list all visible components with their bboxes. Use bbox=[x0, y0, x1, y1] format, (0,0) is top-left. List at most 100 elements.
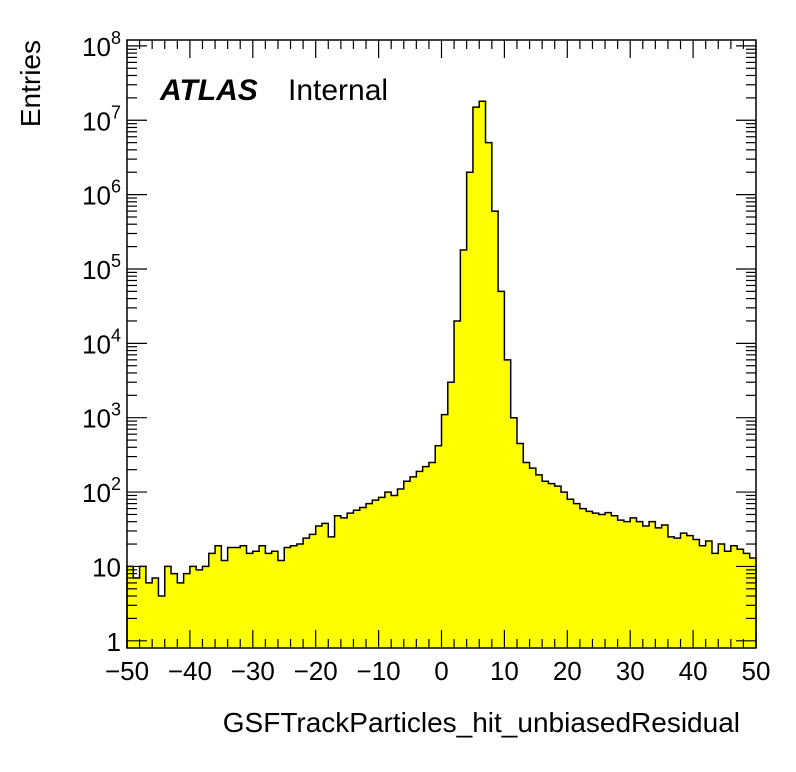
histogram-bin bbox=[548, 483, 556, 648]
x-tick-labels: −50 −40 −30 −20 −10 0 10 20 30 40 50 bbox=[105, 656, 771, 686]
histogram-bin bbox=[158, 596, 166, 648]
x-tick-label: 50 bbox=[742, 656, 771, 686]
internal-label: Internal bbox=[288, 74, 388, 107]
histogram-bin bbox=[133, 577, 141, 648]
histogram-bin bbox=[171, 573, 178, 648]
histogram-bin bbox=[667, 536, 675, 648]
histogram-bin bbox=[378, 497, 386, 648]
histogram-bin bbox=[674, 538, 682, 648]
histogram-bin bbox=[535, 474, 543, 648]
y-tick-label: 1 bbox=[107, 627, 121, 657]
histogram-bin bbox=[353, 510, 361, 648]
histogram-bin bbox=[617, 520, 625, 648]
histogram-bin bbox=[221, 560, 229, 648]
y-tick-label: 107 bbox=[82, 102, 121, 136]
histogram-bin bbox=[743, 553, 751, 648]
histogram-bin bbox=[504, 359, 512, 648]
x-tick-label: −40 bbox=[168, 656, 212, 686]
histogram-bin bbox=[649, 521, 656, 648]
histogram-bin bbox=[699, 545, 707, 648]
histogram-bin bbox=[164, 566, 172, 648]
histogram-bin bbox=[347, 513, 354, 648]
histogram-bin bbox=[737, 549, 744, 648]
histogram-bin bbox=[366, 503, 373, 648]
histogram-bin bbox=[598, 514, 606, 648]
histogram-bin bbox=[680, 533, 688, 648]
histogram-bin bbox=[340, 517, 348, 648]
histogram-bin bbox=[403, 481, 411, 648]
histogram-outline bbox=[126, 100, 757, 648]
histogram-bin bbox=[246, 553, 254, 648]
histogram-bin bbox=[623, 521, 631, 648]
histogram-bin bbox=[284, 547, 292, 648]
histogram-bin bbox=[208, 553, 216, 648]
y-tick-label: 103 bbox=[82, 400, 121, 434]
histogram-bin bbox=[630, 517, 637, 648]
histogram-bin bbox=[183, 573, 191, 648]
x-tick-label: −50 bbox=[105, 656, 149, 686]
histogram-bin bbox=[384, 492, 392, 648]
histogram-bin bbox=[277, 560, 285, 648]
histogram-bin bbox=[573, 503, 581, 648]
y-tick-label: 106 bbox=[82, 177, 121, 211]
histogram-bin bbox=[693, 539, 700, 648]
histogram-bin bbox=[139, 566, 147, 648]
histogram-bin bbox=[397, 488, 405, 648]
histogram-bin bbox=[265, 553, 273, 648]
x-tick-label: 20 bbox=[553, 656, 582, 686]
histogram-bin bbox=[372, 500, 380, 648]
histogram-bin bbox=[233, 547, 241, 648]
histogram-bin bbox=[485, 142, 493, 648]
histogram-bin bbox=[498, 291, 505, 648]
histogram-bin bbox=[441, 414, 449, 648]
histogram-bin bbox=[472, 107, 480, 649]
histogram-bin bbox=[642, 525, 650, 648]
histogram-bin bbox=[542, 481, 549, 648]
histogram-bin bbox=[655, 527, 663, 648]
histogram-bin bbox=[730, 545, 738, 648]
histogram-bin bbox=[661, 525, 669, 648]
histogram-bin bbox=[328, 536, 336, 648]
histogram-bin bbox=[334, 515, 342, 648]
histogram-bin bbox=[454, 320, 461, 648]
histogram-bin bbox=[259, 545, 266, 648]
y-tick-label: 108 bbox=[82, 28, 121, 62]
histogram-bin bbox=[410, 476, 417, 648]
histogram-bin bbox=[215, 545, 222, 648]
y-tick-label: 105 bbox=[82, 251, 121, 285]
histogram-bin bbox=[711, 553, 719, 648]
histogram-bars bbox=[127, 101, 757, 649]
histogram-bin bbox=[303, 538, 310, 648]
histogram-bin bbox=[567, 499, 575, 648]
y-tick-label: 104 bbox=[82, 325, 121, 359]
histogram-bin bbox=[586, 511, 593, 648]
histogram-bin bbox=[145, 582, 153, 648]
histogram-bin bbox=[309, 534, 317, 648]
histogram-bin bbox=[605, 512, 612, 648]
y-axis-title: Entries bbox=[15, 40, 46, 127]
histogram-bin bbox=[177, 582, 185, 648]
y-tick-label: 102 bbox=[82, 474, 121, 508]
histogram-bin bbox=[240, 545, 248, 648]
histogram-bin bbox=[321, 523, 329, 648]
histogram-bin bbox=[359, 507, 367, 648]
x-tick-label: 0 bbox=[434, 656, 448, 686]
histogram-bin bbox=[127, 566, 134, 648]
histogram-bin bbox=[435, 445, 442, 648]
x-tick-label: −20 bbox=[294, 656, 338, 686]
histogram-bin bbox=[227, 547, 235, 648]
histogram-bin bbox=[466, 172, 474, 648]
histogram-bin bbox=[636, 521, 644, 648]
histogram-bin bbox=[460, 249, 468, 648]
x-tick-label: 30 bbox=[616, 656, 645, 686]
histogram-bin bbox=[718, 544, 726, 648]
x-tick-label: 10 bbox=[490, 656, 519, 686]
histogram-bin bbox=[523, 462, 531, 648]
histogram-bin bbox=[391, 495, 398, 648]
histogram-bin bbox=[189, 566, 197, 648]
histogram-bin bbox=[611, 515, 619, 648]
histogram-bin bbox=[479, 101, 487, 649]
histogram-bin bbox=[579, 508, 587, 648]
histogram-bin bbox=[290, 545, 298, 648]
